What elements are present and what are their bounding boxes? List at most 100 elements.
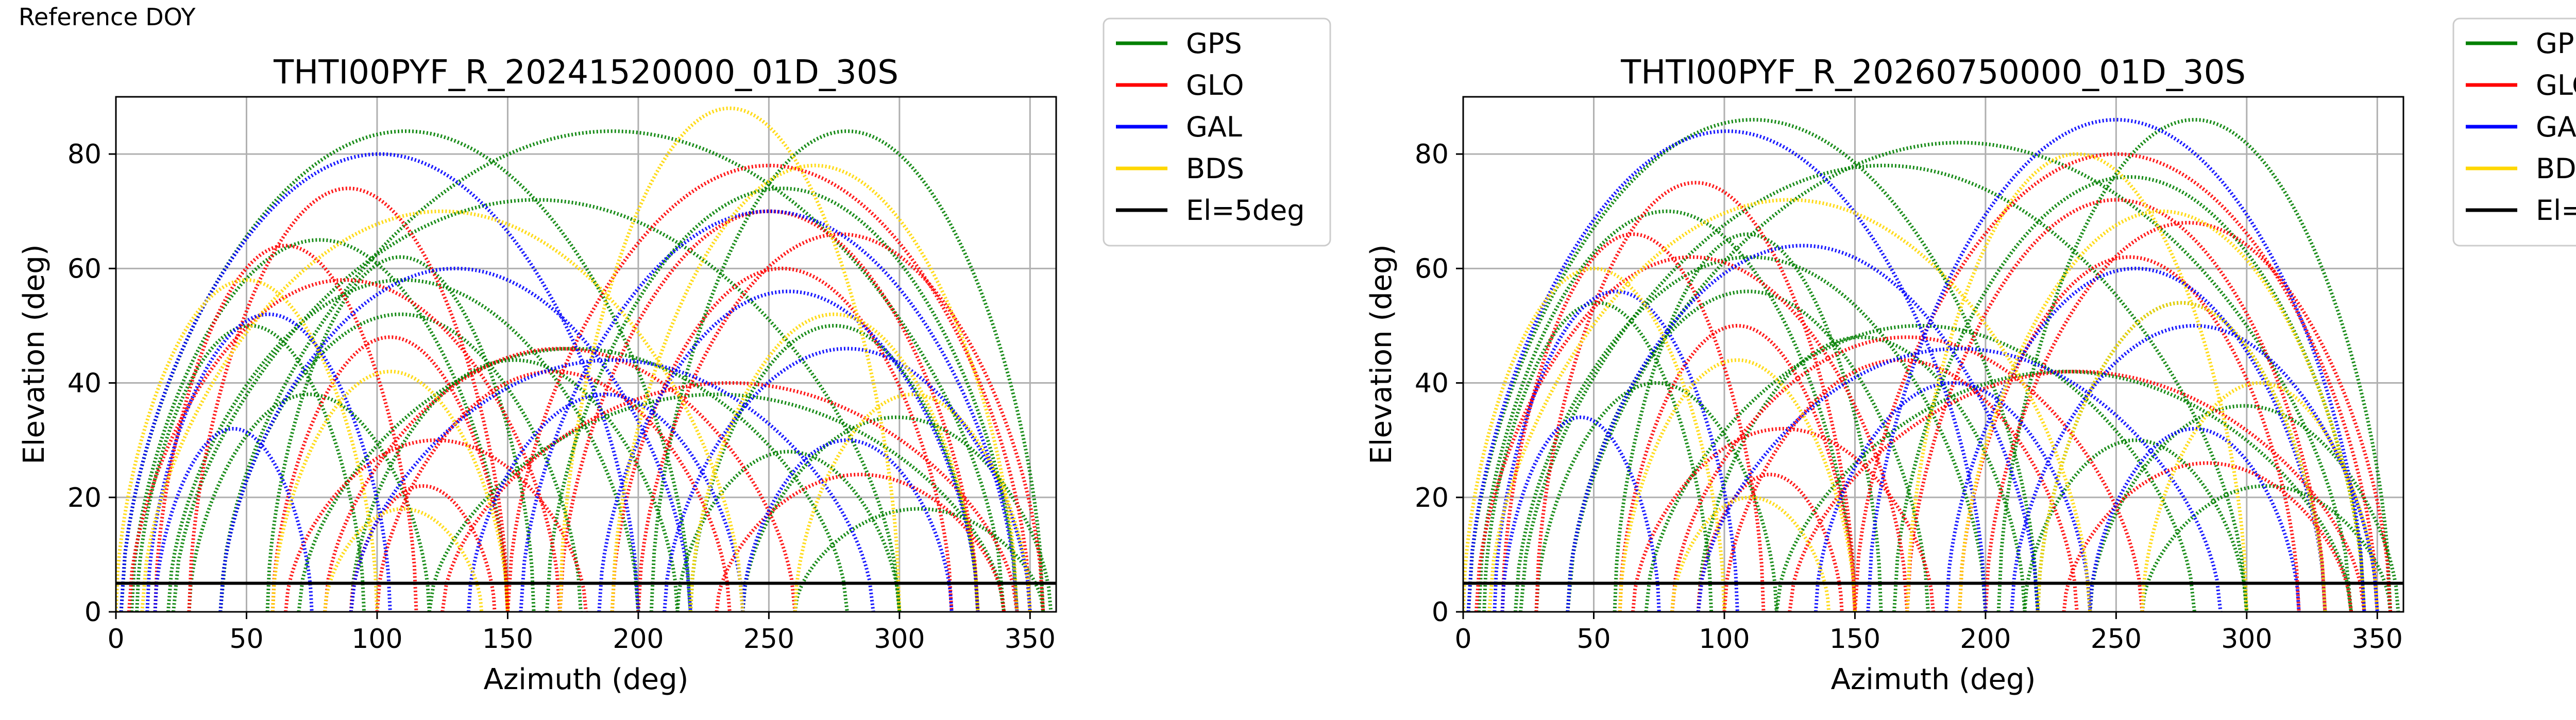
data-layer bbox=[116, 106, 1053, 612]
x-tick-label: 100 bbox=[351, 624, 402, 655]
track-gps-17 bbox=[2023, 438, 2249, 612]
track-gps-2 bbox=[1477, 209, 1857, 612]
x-axis-label: Azimuth (deg) bbox=[484, 663, 689, 696]
chart-1: 0 50 100 150 200 250 300 350 0 20 40 60 80 THTI00PYF_… bbox=[18, 18, 1331, 696]
track-glo-14 bbox=[1696, 472, 1844, 612]
y-tick-label: 40 bbox=[67, 368, 101, 399]
track-glo-12 bbox=[284, 438, 588, 612]
track-gal-10 bbox=[741, 438, 954, 612]
legend: GPS GLO GAL BDS El=5deg bbox=[2452, 18, 2576, 247]
track-bds-6 bbox=[116, 278, 379, 612]
track-bds-3 bbox=[610, 163, 1019, 612]
legend-label-gps: GPS bbox=[2536, 27, 2576, 60]
track-gal-9 bbox=[1814, 381, 2092, 612]
track-bds-6 bbox=[1463, 266, 1726, 612]
x-tick-label: 150 bbox=[482, 624, 533, 655]
series-gal bbox=[119, 152, 1032, 612]
legend-label-el: El=5deg bbox=[1186, 194, 1305, 227]
track-bds-8 bbox=[1670, 495, 1831, 612]
track-glo-9 bbox=[375, 369, 732, 612]
series-gal bbox=[1466, 117, 2379, 612]
track-gps-3 bbox=[172, 198, 902, 612]
y-tick-label: 80 bbox=[67, 139, 101, 170]
axes-frame bbox=[1462, 96, 2404, 613]
x-tick-label: 300 bbox=[2221, 624, 2272, 655]
track-bds-1 bbox=[558, 106, 902, 612]
track-glo-14 bbox=[349, 484, 497, 612]
track-gps-6 bbox=[1613, 232, 1883, 612]
track-bds-5 bbox=[2036, 301, 2327, 612]
track-bds-1 bbox=[1905, 152, 2249, 612]
series-bds bbox=[116, 106, 1032, 612]
track-gal-3 bbox=[145, 312, 392, 612]
x-tick-label: 50 bbox=[229, 624, 263, 655]
track-gal-3 bbox=[1493, 289, 1739, 612]
y-tick-label: 0 bbox=[1432, 597, 1449, 628]
chart-title: THTI00PYF_R_20241520000_01D_30S bbox=[273, 54, 899, 92]
y-tick-label: 20 bbox=[1415, 483, 1449, 513]
legend: GPS GLO GAL BDS El=5deg bbox=[1103, 18, 1331, 247]
y-tick-label: 0 bbox=[84, 597, 101, 628]
track-glo-6 bbox=[1905, 198, 2327, 612]
track-gps-1 bbox=[1466, 117, 2040, 612]
track-bds-4 bbox=[270, 369, 510, 612]
x-tick-label: 200 bbox=[613, 624, 664, 655]
track-gps-2 bbox=[129, 238, 510, 612]
track-gps-13 bbox=[297, 347, 849, 612]
y-axis-label: Elevation (deg) bbox=[18, 244, 51, 464]
y-tick-label: 40 bbox=[1415, 368, 1449, 399]
legend-label-el: El=5deg bbox=[2536, 194, 2576, 227]
track-bds-2 bbox=[140, 209, 745, 612]
track-bds-2 bbox=[1487, 198, 2092, 612]
track-gps-3 bbox=[1519, 163, 2249, 612]
track-glo-11 bbox=[1788, 369, 2366, 612]
y-tick-label: 80 bbox=[1415, 139, 1449, 170]
track-glo-3 bbox=[153, 244, 418, 612]
x-tick-label: 250 bbox=[2091, 624, 2142, 655]
series-bds bbox=[1463, 152, 2379, 612]
legend-label-gps: GPS bbox=[1186, 27, 1242, 60]
y-tick-label: 60 bbox=[1415, 253, 1449, 284]
series-glo bbox=[127, 163, 1045, 612]
track-gps-14 bbox=[187, 392, 431, 612]
track-bds-7 bbox=[2140, 381, 2379, 612]
track-gal-7 bbox=[663, 347, 1032, 612]
track-glo-10 bbox=[1957, 255, 2301, 612]
track-gps-8 bbox=[649, 129, 1045, 612]
track-glo-13 bbox=[2062, 461, 2353, 612]
track-bds-5 bbox=[688, 312, 980, 612]
track-gal-5 bbox=[1944, 266, 2327, 612]
chart-2: 0 50 100 150 200 250 300 350 0 20 40 60 80 THTI00PYF_… bbox=[1365, 18, 2576, 696]
x-tick-label: 0 bbox=[107, 624, 124, 655]
track-glo-9 bbox=[1722, 358, 2079, 612]
track-gps-18 bbox=[1774, 369, 2353, 612]
track-gps-18 bbox=[427, 392, 1006, 612]
legend-label-gal: GAL bbox=[1186, 111, 1242, 143]
track-gps-5 bbox=[135, 323, 366, 612]
track-bds-7 bbox=[793, 392, 1032, 612]
track-glo-8 bbox=[323, 347, 797, 612]
track-glo-10 bbox=[610, 266, 954, 612]
track-gps-17 bbox=[675, 450, 902, 612]
series-glo bbox=[1474, 152, 2393, 612]
x-tick-label: 300 bbox=[874, 624, 925, 655]
x-tick-label: 350 bbox=[1005, 624, 1056, 655]
track-gps-15 bbox=[2140, 484, 2393, 612]
track-gps-10 bbox=[166, 278, 640, 612]
axes-frame bbox=[115, 96, 1057, 613]
track-gal-7 bbox=[2010, 323, 2379, 612]
x-tick-label: 350 bbox=[2352, 624, 2403, 655]
legend-label-bds: BDS bbox=[1186, 152, 1244, 185]
track-glo-5 bbox=[1853, 152, 2379, 612]
track-bds-4 bbox=[1618, 358, 1857, 612]
track-gal-6 bbox=[349, 358, 875, 612]
x-tick-label: 250 bbox=[743, 624, 794, 655]
track-glo-4 bbox=[1618, 323, 1857, 612]
track-gps-15 bbox=[793, 507, 1045, 612]
track-gal-1 bbox=[119, 152, 640, 612]
x-tick-label: 50 bbox=[1577, 624, 1611, 655]
track-glo-1 bbox=[127, 278, 562, 612]
data-layer bbox=[1463, 117, 2400, 612]
track-gal-4 bbox=[519, 209, 1019, 612]
track-gal-10 bbox=[2088, 426, 2301, 612]
